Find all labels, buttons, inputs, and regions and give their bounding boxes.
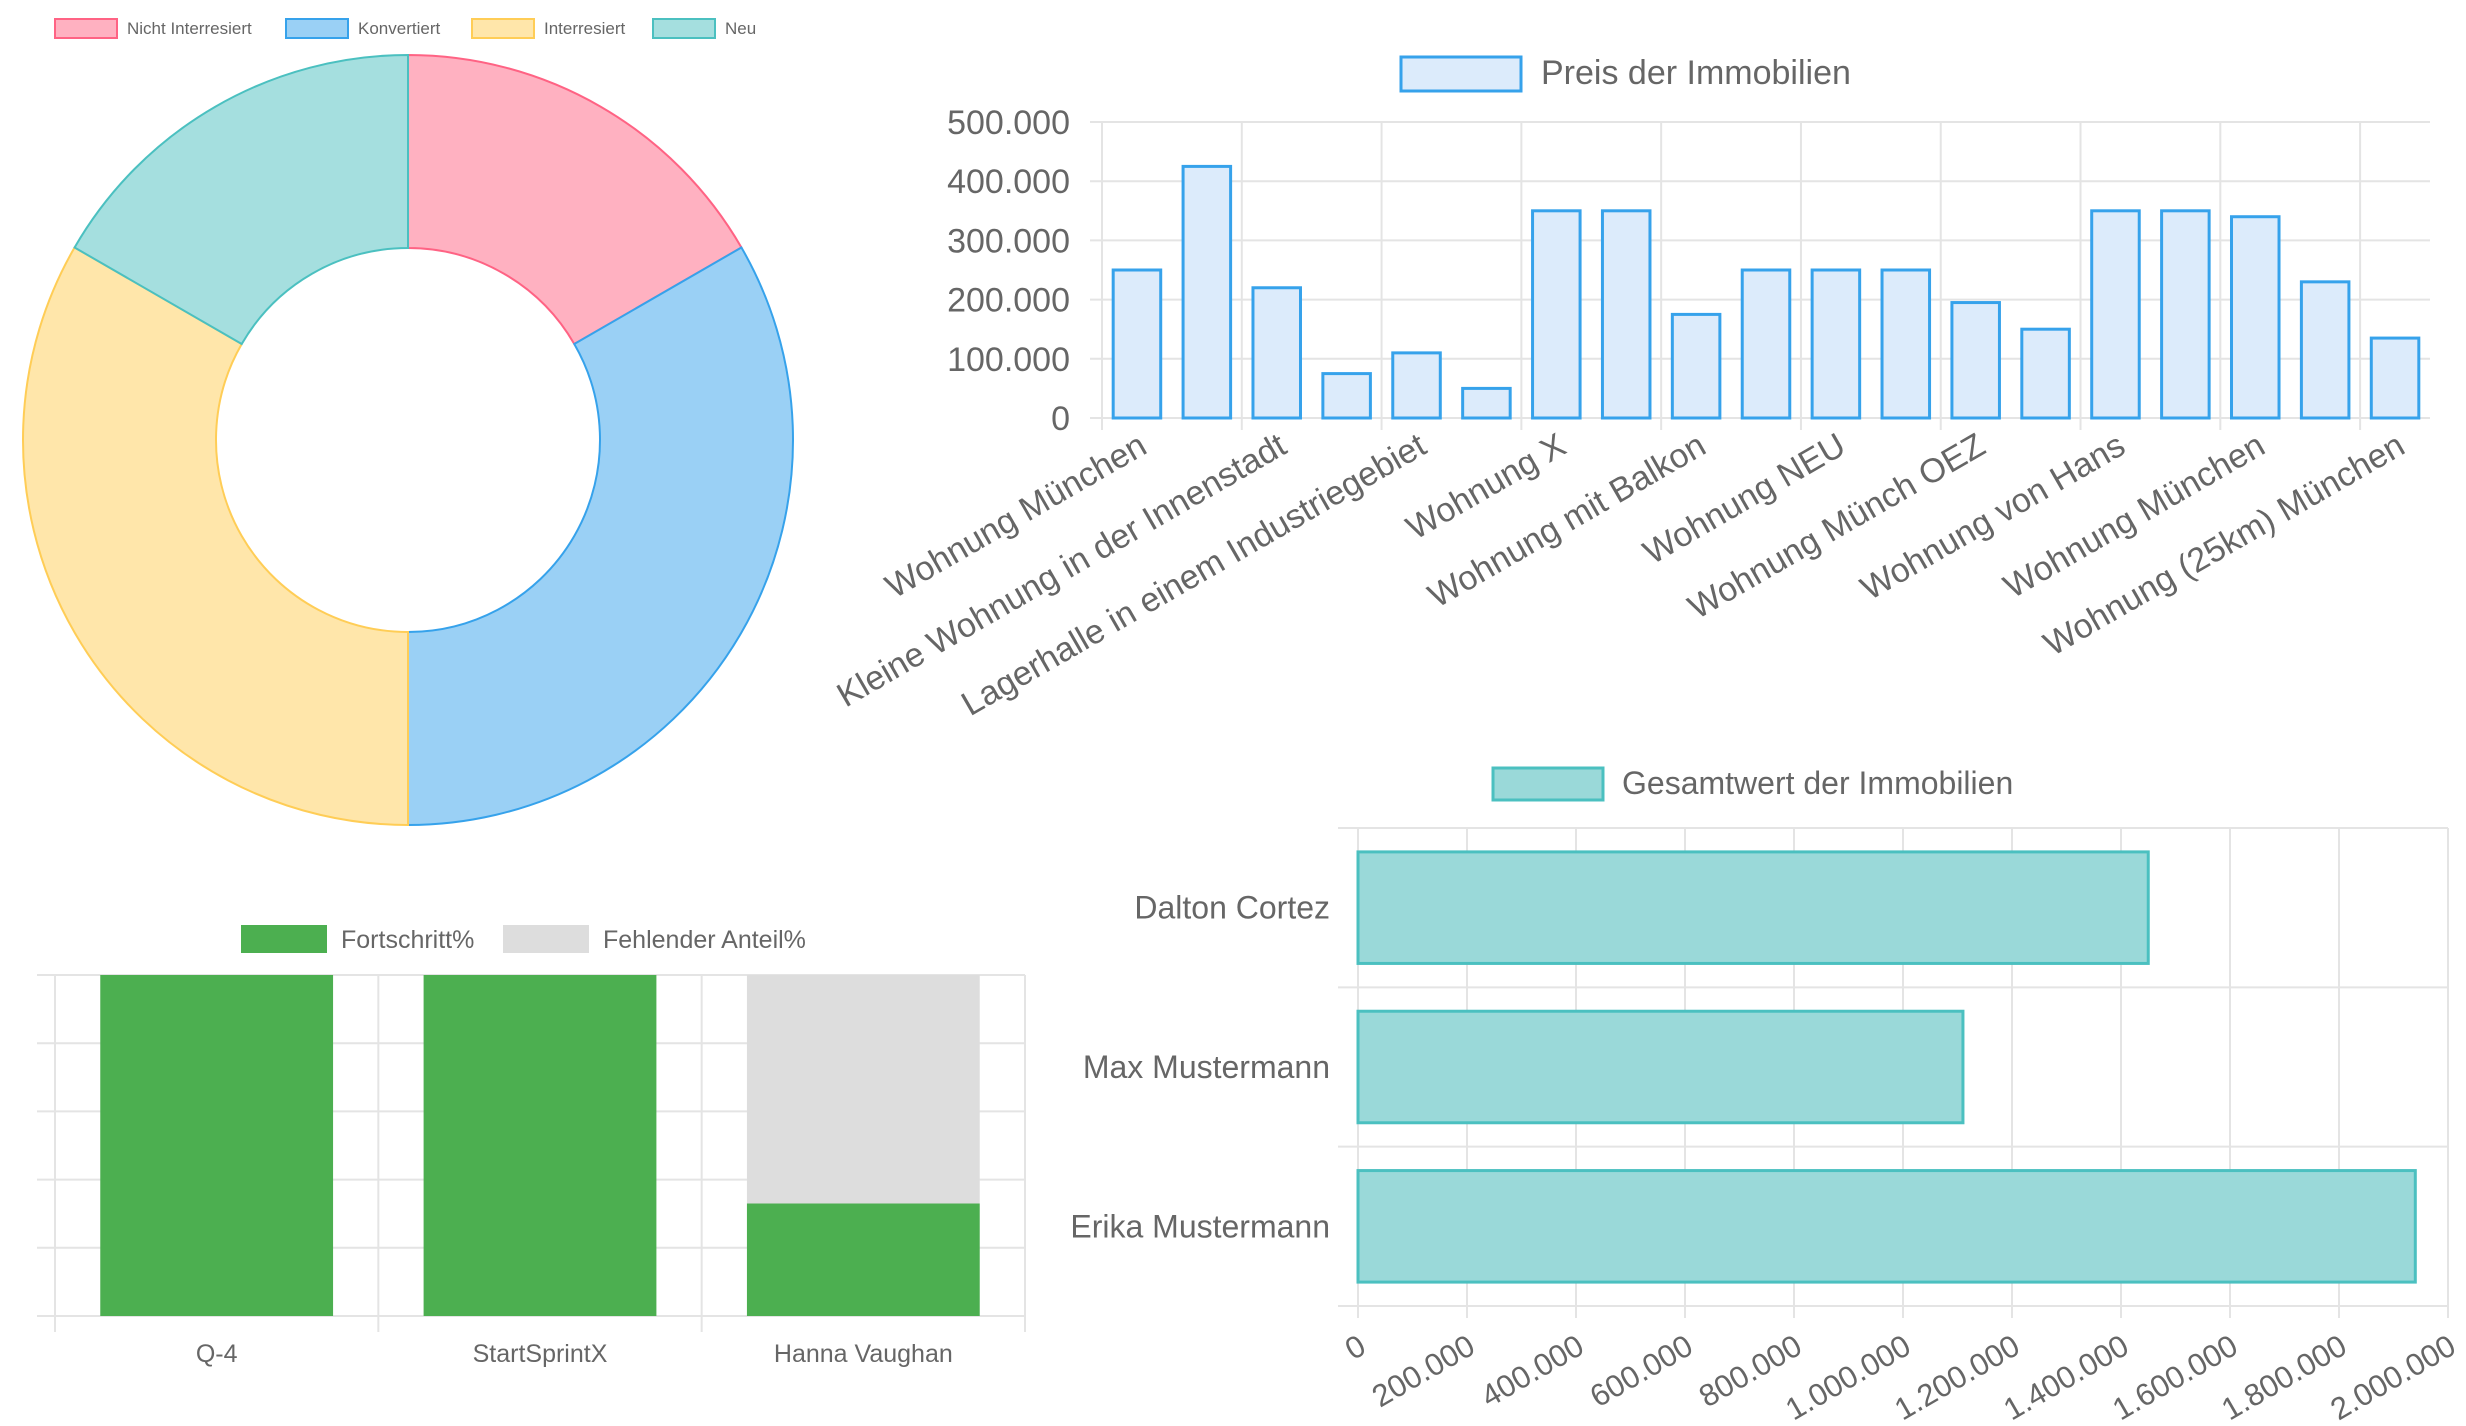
- x-tick-label: Hanna Vaughan: [774, 1340, 953, 1368]
- x-tick-label: 2.000.000: [2325, 1328, 2462, 1426]
- y-tick-label: Dalton Cortez: [1134, 890, 1330, 926]
- value-bar: [1356, 1169, 2417, 1284]
- y-tick-label: 300.000: [947, 222, 1070, 260]
- price-bar: [1461, 386, 1512, 420]
- progress-bar-segment: [100, 975, 334, 1316]
- price-bar: [2229, 215, 2281, 420]
- legend-label: Konvertiert: [358, 19, 440, 38]
- x-tick-label: 600.000: [1584, 1328, 1699, 1414]
- doughnut-slice: [407, 246, 794, 827]
- legend-label: Gesamtwert der Immobilien: [1622, 765, 2013, 801]
- doughnut-slice: [73, 53, 409, 346]
- price-bar-chart: Preis der Immobilien 0 100.000 200.000 300.0…: [831, 54, 2430, 724]
- price-bar: [1321, 372, 1372, 420]
- legend-swatch: [471, 18, 535, 39]
- y-tick-label: Erika Mustermann: [1070, 1208, 1330, 1244]
- progress-bar-segment: [746, 975, 980, 1204]
- x-tick-label: 200.000: [1366, 1328, 1481, 1414]
- value-bar: [1356, 850, 2150, 965]
- status-doughnut-chart: Nicht Interresiert Konvertiert Interresier…: [22, 18, 794, 827]
- legend-swatch: [1399, 55, 1523, 93]
- legend-swatch: [503, 925, 589, 953]
- progress-bar-segment: [423, 975, 657, 1316]
- x-tick-label: Wohnung von Hans: [1854, 426, 2131, 608]
- price-bar: [2160, 209, 2211, 420]
- price-bar: [1600, 209, 1652, 420]
- y-tick-label: 500.000: [947, 104, 1070, 142]
- price-bar: [2299, 280, 2351, 420]
- total-value-horizontal-bar-chart: Gesamtwert der Immobilien 0200.000400.000…: [1070, 765, 2461, 1426]
- legend-swatch: [241, 925, 327, 953]
- price-bar: [1181, 164, 1233, 420]
- y-tick-label: 200.000: [947, 282, 1070, 320]
- legend-swatch: [652, 18, 716, 39]
- legend-label: Fortschritt%: [341, 926, 474, 954]
- price-bar: [1111, 268, 1163, 420]
- price-bar: [1251, 286, 1303, 420]
- legend-swatch: [285, 18, 349, 39]
- legend-label: Interresiert: [544, 19, 626, 38]
- legend-label: Neu: [725, 19, 756, 38]
- price-bar: [1880, 268, 1932, 420]
- progress-bar-segment: [746, 1203, 980, 1316]
- legend-label: Preis der Immobilien: [1541, 54, 1851, 92]
- x-tick-label: 0: [1339, 1328, 1371, 1367]
- price-bar: [1950, 301, 2001, 420]
- legend-label: Fehlender Anteil%: [603, 926, 806, 954]
- price-bar: [2369, 336, 2421, 420]
- price-bar: [1391, 351, 1442, 420]
- price-bar: [2020, 327, 2071, 420]
- y-tick-label: 400.000: [947, 163, 1070, 201]
- x-tick-label: 400.000: [1475, 1328, 1590, 1414]
- value-bar: [1356, 1009, 1965, 1125]
- price-bar: [1740, 268, 1792, 420]
- x-tick-label: StartSprintX: [473, 1340, 608, 1368]
- price-bar: [2090, 209, 2141, 420]
- x-tick-label: Q-4: [196, 1340, 238, 1368]
- doughnut-slice: [22, 246, 409, 827]
- price-bar: [1670, 312, 1722, 420]
- doughnut-slice: [407, 53, 743, 346]
- legend-swatch: [54, 18, 118, 39]
- legend-label: Nicht Interresiert: [127, 19, 252, 38]
- y-tick-label: Max Mustermann: [1083, 1049, 1330, 1085]
- y-tick-label: 100.000: [947, 341, 1070, 379]
- price-bar: [1810, 268, 1862, 420]
- y-tick-label: 0: [1051, 400, 1070, 438]
- legend-swatch: [1491, 766, 1605, 802]
- price-bar: [1531, 209, 1582, 420]
- progress-stacked-chart: Fortschritt% Fehlender Anteil% Q-4 StartSpr…: [37, 925, 1026, 1368]
